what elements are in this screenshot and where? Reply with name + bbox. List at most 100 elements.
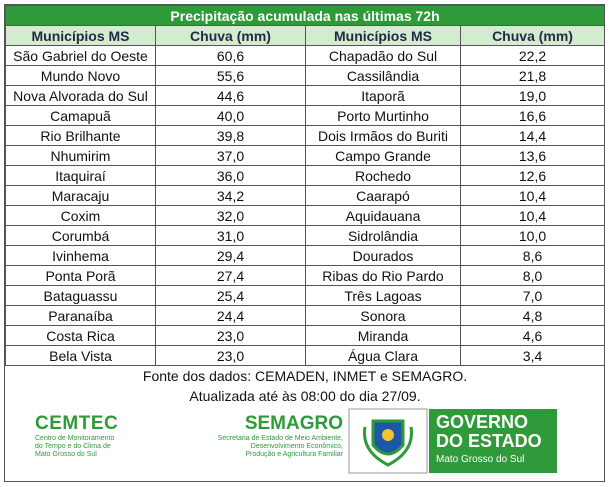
rain-cell: 10,4 — [459, 185, 606, 206]
city-cell: Campo Grande — [305, 145, 461, 166]
rain-cell: 4,8 — [459, 305, 606, 326]
city-cell: Porto Murtinho — [305, 105, 461, 126]
rain-cell: 36,0 — [155, 165, 306, 186]
rain-cell: 44,6 — [155, 85, 306, 106]
city-cell: Mundo Novo — [5, 65, 156, 86]
data-row: Itaquiraí 36,0 Rochedo 12,6 — [5, 165, 606, 186]
city-cell: Rio Brilhante — [5, 125, 156, 146]
page: Precipitação acumulada nas últimas 72h Mu… — [4, 4, 606, 482]
data-row: Coxim 32,0 Aquidauana 10,4 — [5, 205, 606, 226]
city-cell: Sonora — [305, 305, 461, 326]
rain-cell: 40,0 — [155, 105, 306, 126]
rain-cell: 8,0 — [459, 265, 606, 286]
city-cell: Rochedo — [305, 165, 461, 186]
cemtec-line: Mato Grosso do Sul — [35, 451, 97, 458]
governo-logo: GOVERNO DO ESTADO Mato Grosso do Sul — [429, 409, 557, 473]
city-cell: São Gabriel do Oeste — [5, 45, 156, 66]
column-header: Chuva (mm) — [459, 25, 606, 46]
city-cell: Nhumirim — [5, 145, 156, 166]
city-cell: Água Clara — [305, 345, 461, 366]
city-cell: Caarapó — [305, 185, 461, 206]
footer-row: Fonte dos dados: CEMADEN, INMET e SEMAGR… — [6, 366, 605, 387]
city-cell: Maracaju — [5, 185, 156, 206]
data-row: Ponta Porã 27,4 Ribas do Rio Pardo 8,0 — [5, 265, 606, 286]
data-row: Corumbá 31,0 Sidrolândia 10,0 — [5, 225, 606, 246]
city-cell: Ribas do Rio Pardo — [305, 265, 461, 286]
rain-cell: 29,4 — [155, 245, 306, 266]
city-cell: Dourados — [305, 245, 461, 266]
data-row: Nova Alvorada do Sul 44,6 Itaporã 19,0 — [5, 85, 606, 106]
rain-cell: 12,6 — [459, 165, 606, 186]
semagro-line: Desenvolvimento Econômico, — [250, 443, 343, 450]
table-title: Precipitação acumulada nas últimas 72h — [4, 5, 606, 26]
city-cell: Sidrolândia — [305, 225, 461, 246]
rain-cell: 24,4 — [155, 305, 306, 326]
city-cell: Corumbá — [5, 225, 156, 246]
semagro-name: SEMAGRO — [244, 413, 343, 434]
footer-row: Atualizada até às 08:00 do dia 27/09. — [6, 386, 605, 406]
rain-cell: 60,6 — [155, 45, 306, 66]
column-header: Municípios MS — [305, 25, 461, 46]
data-row: Maracaju 34,2 Caarapó 10,4 — [5, 185, 606, 206]
rain-cell: 14,4 — [459, 125, 606, 146]
city-cell: Itaporã — [305, 85, 461, 106]
footer-note: Fonte dos dados: CEMADEN, INMET e SEMAGR… — [142, 368, 468, 384]
rain-cell: 16,6 — [459, 105, 606, 126]
governo-line: DO ESTADO — [436, 431, 542, 451]
governo-line: GOVERNO — [436, 412, 529, 432]
rain-cell: 21,8 — [459, 65, 606, 86]
rain-cell: 8,6 — [459, 245, 606, 266]
city-cell: Bataguassu — [5, 285, 156, 306]
rain-cell: 27,4 — [155, 265, 306, 286]
city-cell: Camapuã — [5, 105, 156, 126]
city-cell: Ponta Porã — [5, 265, 156, 286]
rain-cell: 32,0 — [155, 205, 306, 226]
city-cell: Chapadão do Sul — [305, 45, 461, 66]
rain-cell: 31,0 — [155, 225, 306, 246]
rain-cell: 23,0 — [155, 325, 306, 346]
cemtec-name: CEMTEC — [35, 413, 119, 434]
title-row: Precipitação acumulada nas últimas 72h — [4, 5, 606, 26]
rain-cell: 4,6 — [459, 325, 606, 346]
data-row: Rio Brilhante 39,8 Dois Irmãos do Buriti 14… — [5, 125, 606, 146]
cemtec-line: Centro de Monitoramento — [35, 435, 115, 442]
rain-cell: 3,4 — [459, 345, 606, 366]
semagro-line: Produção e Agricultura Familiar — [245, 451, 343, 458]
semagro-line: Secretaria de Estado de Meio Ambiente, — [217, 435, 343, 442]
city-cell: Costa Rica — [5, 325, 156, 346]
data-row: Costa Rica 23,0 Miranda 4,6 — [5, 325, 606, 346]
city-cell: Dois Irmãos do Buriti — [305, 125, 461, 146]
city-cell: Coxim — [5, 205, 156, 226]
data-row: Bataguassu 25,4 Três Lagoas 7,0 — [5, 285, 606, 306]
data-row: Paranaíba 24,4 Sonora 4,8 — [5, 305, 606, 326]
data-row: Ivinhema 29,4 Dourados 8,6 — [5, 245, 606, 266]
data-row: Bela Vista 23,0 Água Clara 3,4 — [5, 345, 606, 366]
rain-cell: 34,2 — [155, 185, 306, 206]
rain-cell: 10,0 — [459, 225, 606, 246]
header-row: Municípios MS Chuva (mm) Municípios MS Chuv… — [5, 25, 606, 46]
city-cell: Aquidauana — [305, 205, 461, 226]
coat-of-arms — [348, 408, 428, 474]
city-cell: Cassilândia — [305, 65, 461, 86]
data-row: Mundo Novo 55,6 Cassilândia 21,8 — [5, 65, 606, 86]
city-cell: Itaquiraí — [5, 165, 156, 186]
governo-state: Mato Grosso do Sul — [436, 454, 525, 465]
data-row: Camapuã 40,0 Porto Murtinho 16,6 — [5, 105, 606, 126]
rain-cell: 55,6 — [155, 65, 306, 86]
city-cell: Três Lagoas — [305, 285, 461, 306]
rain-cell: 22,2 — [459, 45, 606, 66]
data-row: Nhumirim 37,0 Campo Grande 13,6 — [5, 145, 606, 166]
rain-cell: 39,8 — [155, 125, 306, 146]
rain-cell: 19,0 — [459, 85, 606, 106]
data-row: São Gabriel do Oeste 60,6 Chapadão do Sul 2… — [5, 45, 606, 66]
city-cell: Nova Alvorada do Sul — [5, 85, 156, 106]
city-cell: Paranaíba — [5, 305, 156, 326]
cemtec-logo: CEMTEC Centro de Monitoramento do Tempo … — [35, 413, 165, 459]
city-cell: Ivinhema — [5, 245, 156, 266]
column-header: Municípios MS — [5, 25, 156, 46]
city-cell: Bela Vista — [5, 345, 156, 366]
rain-cell: 37,0 — [155, 145, 306, 166]
column-header: Chuva (mm) — [155, 25, 306, 46]
footer-note: Atualizada até às 08:00 do dia 27/09. — [189, 388, 421, 404]
rain-cell: 25,4 — [155, 285, 306, 306]
